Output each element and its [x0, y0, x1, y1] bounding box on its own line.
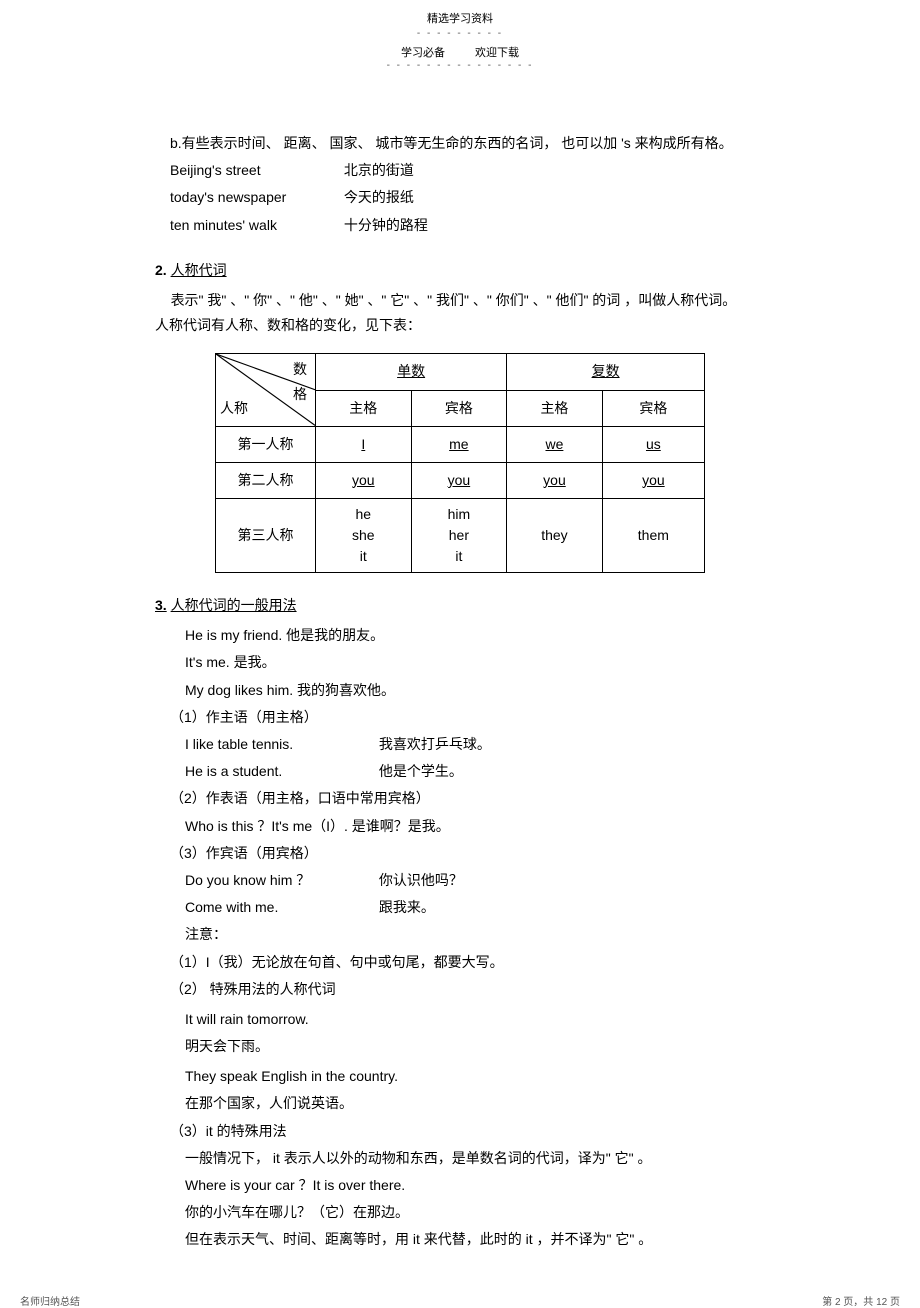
section-3-heading: 3. 人称代词的一般用法 — [155, 593, 750, 618]
example-english: It will rain tomorrow. — [185, 1007, 750, 1032]
example-english: Beijing's street — [170, 158, 340, 183]
example-english: Where is your car ？It is over there. — [185, 1173, 750, 1198]
note-label: 注意： — [185, 922, 750, 947]
example-chinese: 北京的街道 — [344, 162, 414, 178]
table-cell: you — [602, 462, 704, 498]
table-cell: you — [316, 462, 412, 498]
table-cell: you — [411, 462, 507, 498]
document-content: b.有些表示时间、 距离、 国家、 城市等无生命的东西的名词， 也可以加 's … — [0, 71, 920, 1253]
example-chinese: 他是个学生。 — [379, 763, 463, 779]
page-header: 精选学习资料 - - - - - - - - - 学习必备 欢迎下载 - - -… — [0, 0, 920, 71]
table-cell: I — [316, 426, 412, 462]
note-2: （2） 特殊用法的人称代词 — [170, 977, 750, 1002]
example: Come with me. 跟我来。 — [185, 895, 750, 920]
row-first-person: 第一人称 — [216, 426, 316, 462]
header-subtitle: 学习必备 欢迎下载 — [0, 44, 920, 60]
table-cell: they — [507, 499, 603, 573]
table-header-subj: 主格 — [316, 390, 412, 426]
example-chinese: 明天会下雨。 — [185, 1034, 750, 1059]
example-english: today's newspaper — [170, 185, 340, 210]
table-cell: you — [507, 462, 603, 498]
section-number: 3. — [155, 597, 167, 613]
subsection-2: （2）作表语（用主格，口语中常用宾格） — [170, 786, 750, 811]
table-header-subj: 主格 — [507, 390, 603, 426]
note-3-para: 一般情况下， it 表示人以外的动物和东西，是单数名词的代词，译为" 它" 。 — [185, 1146, 750, 1171]
table-cell: me — [411, 426, 507, 462]
row-second-person: 第二人称 — [216, 462, 316, 498]
example: It's me. 是我。 — [185, 650, 750, 675]
example-english: He is a student. — [185, 759, 375, 784]
table-header-obj: 宾格 — [602, 390, 704, 426]
table-cell: them — [602, 499, 704, 573]
example: My dog likes him. 我的狗喜欢他。 — [185, 678, 750, 703]
note-3: （3）it 的特殊用法 — [170, 1119, 750, 1144]
footer-right: 第 2 页，共 12 页 — [822, 1293, 900, 1308]
table-header-obj: 宾格 — [411, 390, 507, 426]
example: Who is this ？It's me（I）. 是谁啊？是我。 — [185, 814, 750, 839]
section-b-title: b.有些表示时间、 距离、 国家、 城市等无生命的东西的名词， 也可以加 's … — [170, 131, 750, 156]
section-number: 2. — [155, 262, 167, 278]
example-chinese: 十分钟的路程 — [344, 217, 428, 233]
example-chinese: 在那个国家，人们说英语。 — [185, 1091, 750, 1116]
section-title-text: 人称代词的一般用法 — [171, 597, 297, 613]
example-english: ten minutes' walk — [170, 213, 340, 238]
table-cell: himherit — [411, 499, 507, 573]
example-chinese: 跟我来。 — [379, 899, 435, 915]
example: I like table tennis. 我喜欢打乒乓球。 — [185, 732, 750, 757]
example-chinese: 今天的报纸 — [344, 189, 414, 205]
row-third-person: 第三人称 — [216, 499, 316, 573]
example-chinese: 你的小汽车在哪儿？（它）在那边。 — [185, 1200, 750, 1225]
pronoun-table: 数 格 人称 单数 复数 主格 宾格 主格 宾格 第一人称 I me we us — [215, 353, 705, 573]
example: Do you know him ？ 你认识他吗？ — [185, 868, 750, 893]
example: He is a student. 他是个学生。 — [185, 759, 750, 784]
table-cell: us — [602, 426, 704, 462]
section-title-text: 人称代词 — [171, 262, 227, 278]
header-num: 数 — [293, 357, 307, 382]
note-1: （1）I（我）无论放在句首、句中或句尾，都要大写。 — [170, 950, 750, 975]
table-header-singular: 单数 — [316, 354, 507, 390]
example: He is my friend. 他是我的朋友。 — [185, 623, 750, 648]
table-diagonal-header: 数 格 人称 — [216, 354, 316, 426]
section-2-body: 表示" 我" 、" 你" 、" 他" 、" 她" 、" 它" 、" 我们" 、"… — [155, 288, 750, 338]
pronoun-table-container: 数 格 人称 单数 复数 主格 宾格 主格 宾格 第一人称 I me we us — [170, 353, 750, 573]
subsection-1: （1）作主语（用主格） — [170, 705, 750, 730]
header-sub-right: 欢迎下载 — [475, 44, 519, 60]
table-cell: hesheit — [316, 499, 412, 573]
example-chinese: 你认识他吗？ — [379, 872, 463, 888]
subsection-3: （3）作宾语（用宾格） — [170, 841, 750, 866]
header-title: 精选学习资料 — [0, 10, 920, 26]
example-line: Beijing's street 北京的街道 — [170, 158, 750, 183]
example-line: ten minutes' walk 十分钟的路程 — [170, 213, 750, 238]
table-cell: we — [507, 426, 603, 462]
example-chinese: 我喜欢打乒乓球。 — [379, 736, 491, 752]
note-3-para2: 但在表示天气、时间、距离等时，用 it 来代替，此时的 it ，并不译为" 它"… — [185, 1227, 750, 1252]
example-english: They speak English in the country. — [185, 1064, 750, 1089]
table-header-plural: 复数 — [507, 354, 705, 390]
header-case: 格 — [293, 382, 307, 407]
footer-left: 名师归纳总结 — [20, 1293, 80, 1308]
header-line: - - - - - - - - - - - - - - - — [0, 60, 920, 71]
example-english: Come with me. — [185, 895, 375, 920]
header-person: 人称 — [220, 396, 248, 421]
header-sub-left: 学习必备 — [401, 44, 445, 60]
section-2-heading: 2. 人称代词 — [155, 258, 750, 283]
example-english: Do you know him ？ — [185, 868, 375, 893]
header-dots: - - - - - - - - - — [0, 28, 920, 39]
example-line: today's newspaper 今天的报纸 — [170, 185, 750, 210]
example-english: I like table tennis. — [185, 732, 375, 757]
